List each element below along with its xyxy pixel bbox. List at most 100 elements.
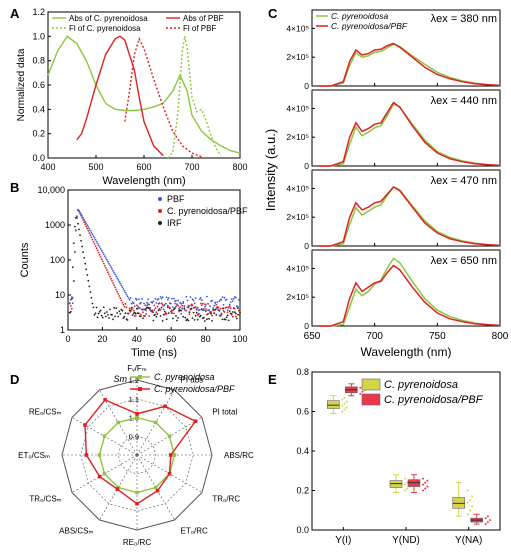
data-point-b	[120, 284, 123, 287]
data-point-b	[96, 242, 99, 245]
data-point-b	[108, 273, 110, 276]
series-line-a-2	[76, 35, 164, 157]
data-point-b	[91, 233, 94, 236]
data-point-b	[184, 316, 187, 319]
data-point-b	[180, 302, 183, 305]
data-point-b	[106, 311, 108, 313]
data-point-b	[114, 286, 116, 289]
data-point-b	[92, 235, 95, 238]
data-point-b	[126, 319, 129, 321]
x-tick-label-b: 40	[132, 334, 142, 344]
y-axis-label-a: Normalized data	[16, 48, 27, 121]
box-point	[484, 523, 487, 526]
data-point-b	[109, 264, 111, 267]
data-point-b	[123, 306, 126, 308]
data-point-b	[122, 288, 125, 290]
data-point-b	[160, 302, 163, 305]
data-point-b	[188, 304, 191, 307]
data-point-b	[171, 312, 173, 314]
data-point-b	[88, 227, 91, 230]
data-point-b	[98, 253, 101, 256]
data-point-b	[136, 307, 139, 310]
data-point-b	[239, 304, 241, 306]
panel-label-e: E	[268, 372, 277, 387]
data-point-b	[139, 307, 141, 310]
data-point-b	[230, 298, 233, 300]
legend-label-b-1: C. pyrenoidosa/PBF	[167, 206, 248, 216]
data-point-b	[158, 302, 161, 305]
data-point-b	[106, 269, 108, 271]
legend-marker-b-0	[158, 197, 162, 201]
data-point-b	[87, 230, 90, 232]
series-points-b-2	[68, 216, 241, 322]
y-tick-label-b: 10	[55, 290, 65, 300]
data-point-b	[133, 305, 136, 307]
data-point-b	[82, 217, 84, 219]
data-point-b	[229, 301, 232, 303]
data-point-b	[158, 307, 161, 310]
data-point-b	[192, 311, 195, 314]
data-point-b	[195, 308, 198, 311]
data-point-b	[74, 225, 76, 228]
y-tick-label-e: 0.0	[296, 525, 309, 535]
legend-label-c-1: C. pyrenoidosa/PBF	[331, 21, 408, 31]
x-tick-label-a: 800	[232, 162, 247, 172]
y-tick-label-b: 1	[60, 325, 65, 335]
panel-b: B 0 20 40 60 80 100 1 10 100 1000 10,000 Time (ns) Co…	[10, 180, 248, 359]
y-tick-label-a: 1.0	[32, 31, 45, 41]
data-point-b	[227, 319, 230, 322]
data-point-b	[218, 300, 221, 303]
data-point-b	[152, 311, 155, 314]
data-point-b	[76, 217, 78, 219]
data-point-b	[168, 307, 171, 310]
data-point-b	[228, 305, 231, 308]
plot-frame-c	[311, 9, 501, 87]
data-point-b	[92, 306, 95, 309]
data-point-b	[125, 293, 128, 296]
data-point-b	[189, 296, 192, 298]
data-point-b	[221, 307, 224, 310]
data-point-b	[131, 307, 134, 309]
data-point-b	[125, 306, 128, 309]
data-point-b	[220, 298, 223, 301]
series-line-c-red	[318, 264, 501, 327]
data-point-b	[201, 302, 204, 305]
x-tick-label-c: 700	[366, 331, 383, 342]
box-e-0-0	[327, 395, 348, 414]
x-tick-label-e: Y(NA)	[455, 535, 482, 546]
legend-swatch-e-0	[361, 378, 381, 391]
radar-axis-label: TR₀/RC	[212, 495, 240, 504]
data-point-b	[93, 314, 96, 316]
data-point-b	[101, 260, 104, 263]
series-points-b-0	[68, 208, 241, 312]
data-point-b	[177, 304, 180, 307]
data-point-b	[197, 312, 200, 315]
data-point-b	[83, 218, 86, 221]
radar-point	[116, 420, 120, 425]
data-point-b	[112, 318, 114, 321]
data-point-b	[228, 303, 231, 306]
radar-point	[102, 471, 107, 476]
radar-point	[84, 453, 89, 457]
series-line-c-green	[318, 186, 501, 247]
data-point-b	[161, 296, 164, 299]
data-point-b	[185, 295, 188, 298]
x-tick-label-b: 80	[201, 334, 211, 344]
data-point-b	[117, 315, 120, 318]
data-point-b	[239, 310, 241, 312]
data-point-b	[138, 298, 140, 301]
data-point-b	[95, 247, 98, 250]
data-point-b	[193, 302, 196, 305]
data-point-b	[173, 297, 175, 300]
excitation-label-c: λex = 380 nm	[431, 13, 497, 25]
data-point-b	[135, 298, 138, 301]
radar-point	[153, 485, 158, 490]
data-point-b	[93, 243, 96, 245]
legend-label-a-0: Abs of C. pyrenoidosa	[69, 14, 148, 23]
data-point-b	[194, 314, 197, 317]
radar-point	[155, 488, 160, 493]
series-line-c-green	[318, 43, 501, 87]
data-point-b	[220, 312, 223, 315]
box-e-1-1	[407, 474, 429, 493]
data-point-b	[88, 285, 91, 288]
